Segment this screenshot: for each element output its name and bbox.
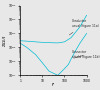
X-axis label: f²: f² — [52, 83, 55, 87]
Text: Conductor
usual (figure 11a): Conductor usual (figure 11a) — [69, 19, 99, 35]
Y-axis label: Z(Ω)/ℓ: Z(Ω)/ℓ — [3, 35, 7, 46]
Text: Connector
shield (figure 11b): Connector shield (figure 11b) — [72, 50, 100, 59]
